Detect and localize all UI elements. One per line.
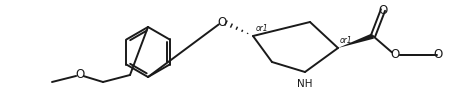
Text: or1: or1 bbox=[340, 36, 353, 45]
Text: or1: or1 bbox=[256, 24, 269, 33]
Text: O: O bbox=[391, 48, 400, 61]
Text: O: O bbox=[76, 69, 85, 82]
Polygon shape bbox=[338, 33, 374, 48]
Text: O: O bbox=[378, 4, 387, 17]
Text: NH: NH bbox=[297, 79, 313, 89]
Text: O: O bbox=[433, 48, 442, 61]
Text: O: O bbox=[217, 15, 227, 28]
